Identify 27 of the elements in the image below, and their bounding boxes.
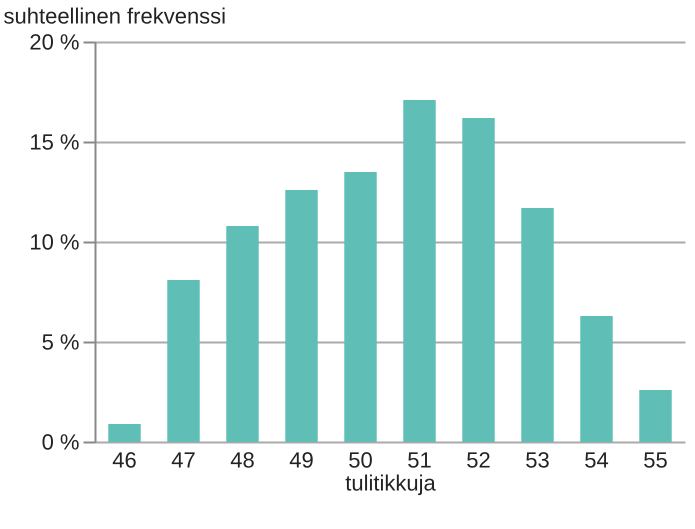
bar xyxy=(344,172,377,442)
bar xyxy=(580,316,613,442)
x-axis-title: tulitikkuja xyxy=(345,470,437,496)
bar xyxy=(639,390,672,442)
y-tick-label: 10 % xyxy=(29,230,80,254)
bar xyxy=(167,280,200,442)
y-tick-label: 15 % xyxy=(29,130,80,154)
y-tick-label: 20 % xyxy=(29,30,80,54)
x-tick-label: 51 xyxy=(407,448,432,472)
bar xyxy=(462,118,495,442)
bar xyxy=(521,208,554,442)
x-tick-label: 49 xyxy=(289,448,314,472)
y-tick-label: 0 % xyxy=(42,430,80,454)
y-tick-label: 5 % xyxy=(42,330,80,354)
x-tick-label: 48 xyxy=(230,448,255,472)
y-axis-title: suhteellinen frekvenssi xyxy=(4,4,226,28)
x-tick-label: 47 xyxy=(171,448,196,472)
x-tick-label: 52 xyxy=(466,448,491,472)
x-tick-label: 53 xyxy=(525,448,550,472)
bar xyxy=(285,190,318,442)
x-tick-label: 54 xyxy=(584,448,609,472)
bar xyxy=(226,226,259,442)
x-tick-label: 50 xyxy=(348,448,373,472)
x-tick-label: 55 xyxy=(643,448,668,472)
x-tick-label: 46 xyxy=(112,448,137,472)
bar xyxy=(108,424,141,442)
bar xyxy=(403,100,436,442)
